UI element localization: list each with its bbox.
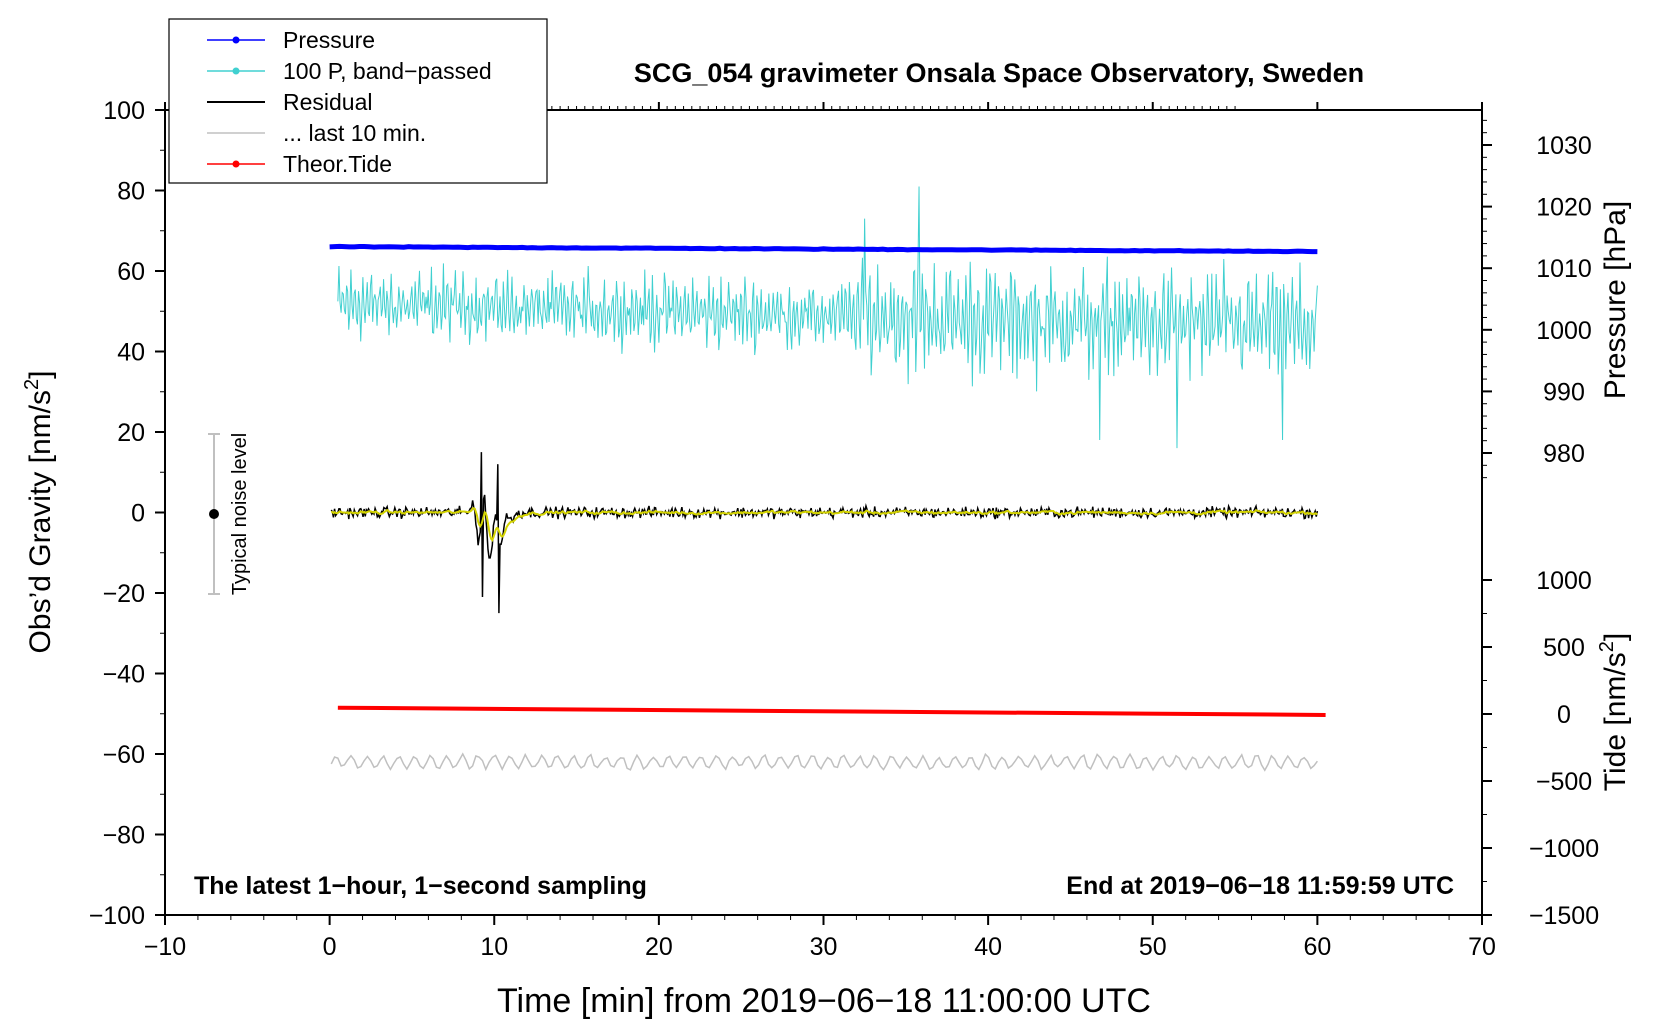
y-left-tick-label: −100 bbox=[89, 902, 145, 930]
pressure-tick-label: 990 bbox=[1543, 378, 1585, 406]
y-left-tick-label: 0 bbox=[131, 500, 145, 528]
y-left-tick-label: 80 bbox=[117, 178, 145, 206]
x-tick-label: 60 bbox=[1303, 933, 1331, 961]
legend-marker bbox=[232, 36, 240, 44]
pressure-tick-label: 980 bbox=[1543, 440, 1585, 468]
noise-indicator: Typical noise level bbox=[208, 433, 251, 595]
series-last-10-min bbox=[330, 752, 1318, 772]
series-pressure bbox=[329, 243, 1318, 255]
pressure-tick-label: 1000 bbox=[1536, 317, 1592, 345]
x-tick-label: −10 bbox=[144, 933, 186, 961]
series-bandpassed-pressure bbox=[337, 186, 1318, 449]
series-residual bbox=[330, 452, 1319, 614]
tide-tick-label: −1000 bbox=[1529, 835, 1599, 863]
legend-marker bbox=[232, 160, 240, 168]
x-axis-label: Time [min] from 2019−06−18 11:00:00 UTC bbox=[497, 982, 1151, 1020]
x-tick-label: 0 bbox=[323, 933, 337, 961]
y-axis-pressure-label: Pressure [hPa] bbox=[1599, 201, 1632, 399]
y-left-tick-label: 20 bbox=[117, 419, 145, 447]
x-tick-label: 30 bbox=[810, 933, 838, 961]
x-tick-label: 70 bbox=[1468, 933, 1496, 961]
y-left-tick-label: −60 bbox=[103, 741, 145, 769]
legend: Pressure 100 P, band−passed Residual ... la… bbox=[168, 18, 548, 184]
legend-label: Theor.Tide bbox=[283, 151, 392, 177]
annotation-end-time: End at 2019−06−18 11:59:59 UTC bbox=[1066, 872, 1454, 900]
legend-marker bbox=[232, 67, 240, 75]
legend-label: 100 P, band−passed bbox=[283, 58, 492, 84]
y-axis-tide-label: Tide [nm/s2] bbox=[1596, 633, 1632, 791]
tide-tick-label: 0 bbox=[1557, 701, 1571, 729]
x-tick-label: 50 bbox=[1139, 933, 1167, 961]
y-left-tick-label: 40 bbox=[117, 339, 145, 367]
y-left-tick-label: 100 bbox=[103, 97, 145, 125]
series-theoretical-tide bbox=[337, 705, 1326, 717]
noise-indicator-dot bbox=[209, 509, 219, 519]
x-tick-label: 20 bbox=[645, 933, 673, 961]
tide-tick-label: 500 bbox=[1543, 634, 1585, 662]
series-residual-smoothed bbox=[331, 507, 1318, 543]
pressure-tick-label: 1010 bbox=[1536, 255, 1592, 283]
tide-tick-label: −500 bbox=[1536, 768, 1592, 796]
y-axis-left-label-sup: 2 bbox=[21, 379, 43, 390]
y-left-tick-label: −40 bbox=[103, 661, 145, 689]
noise-indicator-label: Typical noise level bbox=[229, 433, 251, 595]
y-axis-tide-label-sup: 2 bbox=[1596, 641, 1618, 652]
legend-label: Pressure bbox=[283, 27, 375, 53]
legend-label: Residual bbox=[283, 89, 373, 115]
annotation-sampling: The latest 1−hour, 1−second sampling bbox=[194, 872, 647, 900]
tide-tick-label: 1000 bbox=[1536, 567, 1592, 595]
tide-tick-label: −1500 bbox=[1529, 902, 1599, 930]
pressure-tick-label: 1020 bbox=[1536, 194, 1592, 222]
chart-title: SCG_054 gravimeter Onsala Space Observat… bbox=[634, 58, 1364, 88]
legend-label: ... last 10 min. bbox=[283, 120, 426, 146]
x-tick-label: 10 bbox=[480, 933, 508, 961]
x-tick-label: 40 bbox=[974, 933, 1002, 961]
tick-layer: −10 0 10 20 30 40 50 60 70100806040200−20−40−60−… bbox=[89, 97, 1599, 961]
y-left-tick-label: 60 bbox=[117, 258, 145, 286]
pressure-tick-label: 1030 bbox=[1536, 132, 1592, 160]
y-left-tick-label: −80 bbox=[103, 822, 145, 850]
y-left-tick-label: −20 bbox=[103, 580, 145, 608]
y-axis-left-label: Obs’d Gravity [nm/s2] bbox=[21, 371, 57, 654]
series-layer bbox=[329, 186, 1326, 772]
